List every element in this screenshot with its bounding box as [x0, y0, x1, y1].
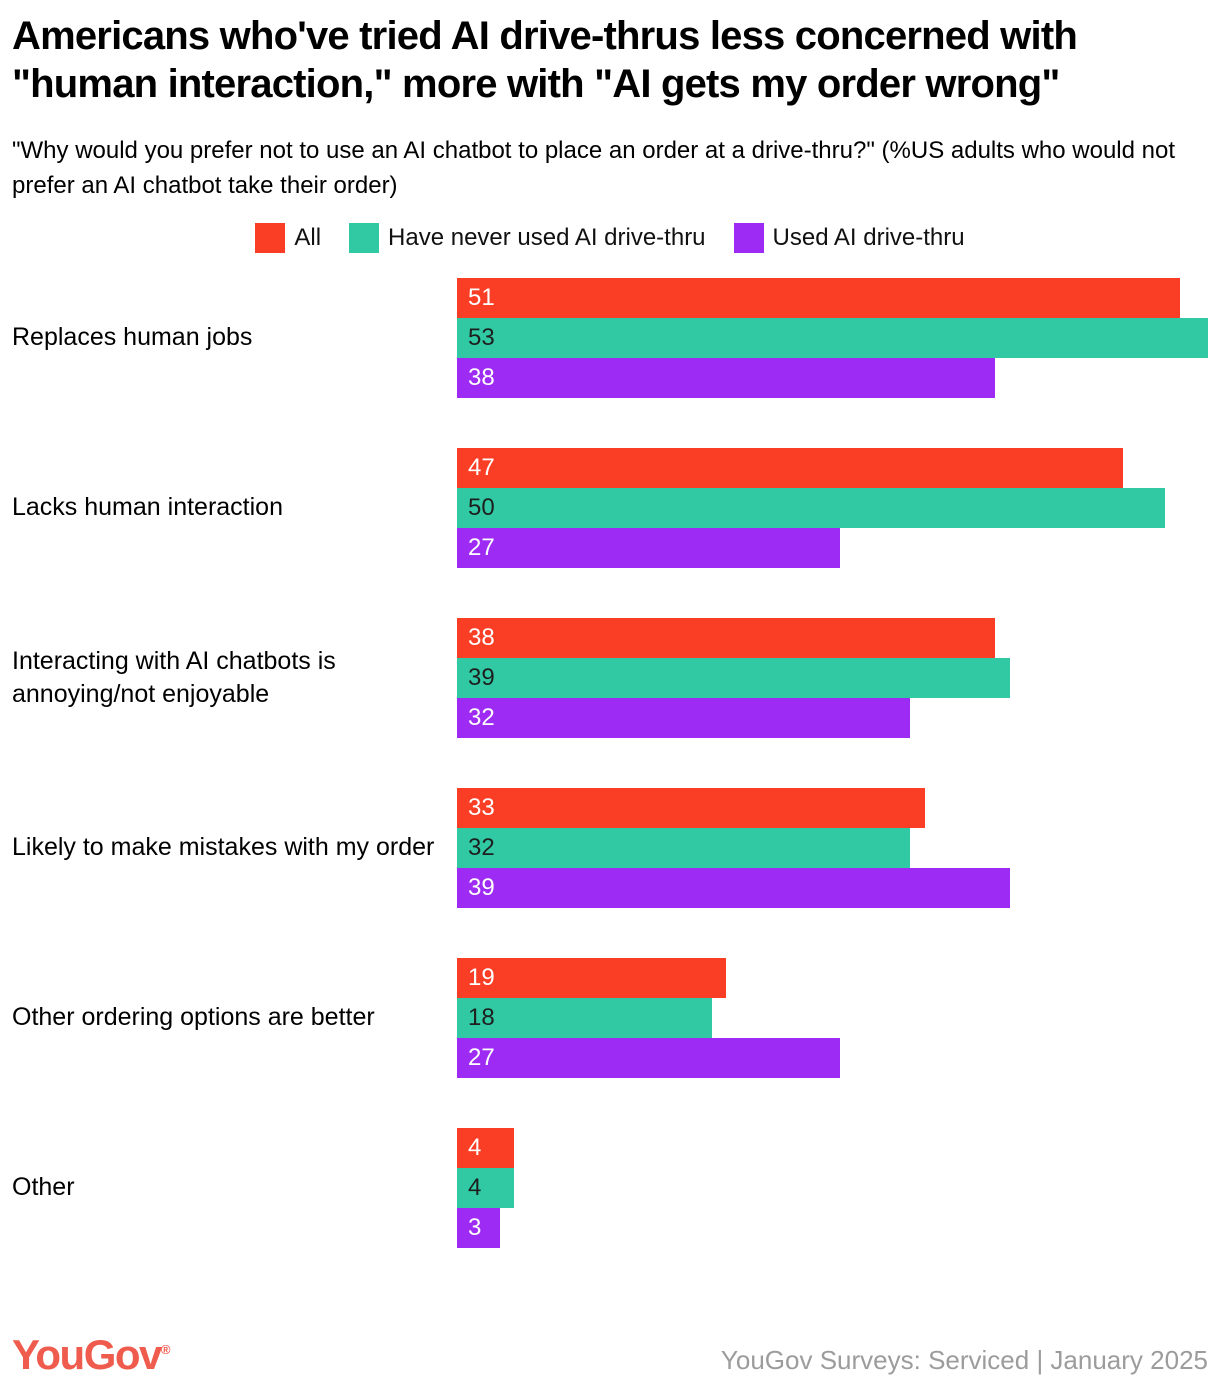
- registered-trademark-icon: ®: [160, 1342, 171, 1357]
- page: Americans who've tried AI drive-thrus le…: [0, 12, 1220, 1390]
- bar-value-label: 3: [468, 1213, 482, 1241]
- bar-value-label: 32: [468, 703, 495, 731]
- chart-row: Other ordering options are better 19 18 27: [0, 957, 1220, 1078]
- bar-group: 51 53 38: [457, 277, 1208, 398]
- bar-value-label: 39: [468, 873, 495, 901]
- yougov-logo: YouGov®: [12, 1331, 171, 1378]
- bar: 18: [457, 997, 713, 1038]
- chart-row: Lacks human interaction 47 50 27: [0, 447, 1220, 568]
- bar: 4: [457, 1167, 514, 1208]
- bar: 3: [457, 1207, 500, 1248]
- legend-swatch-icon: [733, 222, 764, 253]
- bar-value-label: 32: [468, 833, 495, 861]
- bar-value-label: 38: [468, 623, 495, 651]
- bar-value-label: 4: [468, 1133, 482, 1161]
- legend-swatch-icon: [255, 222, 286, 253]
- category-label: Likely to make mistakes with my order: [12, 833, 435, 862]
- bar-value-label: 33: [468, 793, 495, 821]
- chart-row: Likely to make mistakes with my order 33 3…: [0, 787, 1220, 908]
- category-label: Other: [12, 1173, 75, 1202]
- bar-value-label: 4: [468, 1173, 482, 1201]
- bar: 33: [457, 787, 925, 828]
- legend-label: All: [294, 223, 322, 251]
- bar-group: 38 39 32: [457, 617, 1208, 738]
- source-text: YouGov Surveys: Serviced | January 2025: [720, 1344, 1208, 1375]
- bar: 39: [457, 657, 1010, 698]
- bar: 47: [457, 447, 1123, 488]
- bar-group: 4 4 3: [457, 1127, 1208, 1248]
- bar-value-label: 19: [468, 963, 495, 991]
- legend-item: Used AI drive-thru: [733, 222, 965, 253]
- bar: 50: [457, 487, 1166, 528]
- bar: 27: [457, 527, 840, 568]
- bar-value-label: 47: [468, 453, 495, 481]
- bar-value-label: 53: [468, 323, 495, 351]
- chart-row: Other 4 4 3: [0, 1127, 1220, 1248]
- chart-row: Interacting with AI chatbots is annoying…: [0, 617, 1220, 738]
- legend-label: Have never used AI drive-thru: [388, 223, 706, 251]
- legend-swatch-icon: [349, 222, 380, 253]
- bar-group: 19 18 27: [457, 957, 1208, 1078]
- bar: 19: [457, 957, 727, 998]
- bar: 27: [457, 1037, 840, 1078]
- bar-group: 33 32 39: [457, 787, 1208, 908]
- chart-row: Replaces human jobs 51 53 38: [0, 277, 1220, 398]
- bar: 39: [457, 867, 1010, 908]
- bar-value-label: 39: [468, 663, 495, 691]
- bar: 32: [457, 827, 911, 868]
- bar: 38: [457, 357, 996, 398]
- footer: YouGov® YouGov Surveys: Serviced | Janua…: [12, 1334, 1208, 1376]
- category-label: Replaces human jobs: [12, 323, 253, 352]
- legend-label: Used AI drive-thru: [772, 223, 965, 251]
- bar-value-label: 18: [468, 1003, 495, 1031]
- legend-item: Have never used AI drive-thru: [349, 222, 706, 253]
- bar-value-label: 51: [468, 283, 495, 311]
- category-label: Lacks human interaction: [12, 493, 283, 522]
- yougov-logo-text: YouGov: [12, 1331, 162, 1378]
- category-label: Interacting with AI chatbots is annoying…: [12, 647, 336, 708]
- category-label: Other ordering options are better: [12, 1003, 375, 1032]
- bar-value-label: 50: [468, 493, 495, 521]
- bar: 38: [457, 617, 996, 658]
- bar: 4: [457, 1127, 514, 1168]
- bar-value-label: 38: [468, 363, 495, 391]
- bar: 51: [457, 277, 1180, 318]
- legend-item: All: [255, 222, 322, 253]
- bar-chart: Replaces human jobs 51 53 38 Lacks human int…: [0, 277, 1220, 1248]
- bar: 53: [457, 317, 1208, 358]
- bar-value-label: 27: [468, 533, 495, 561]
- bar-value-label: 27: [468, 1043, 495, 1071]
- chart-subtitle: "Why would you prefer not to use an AI c…: [12, 137, 1176, 199]
- bar-group: 47 50 27: [457, 447, 1208, 568]
- chart-title: Americans who've tried AI drive-thrus le…: [12, 14, 1078, 106]
- legend: All Have never used AI drive-thru Used AI …: [0, 222, 1220, 254]
- bar: 32: [457, 697, 911, 738]
